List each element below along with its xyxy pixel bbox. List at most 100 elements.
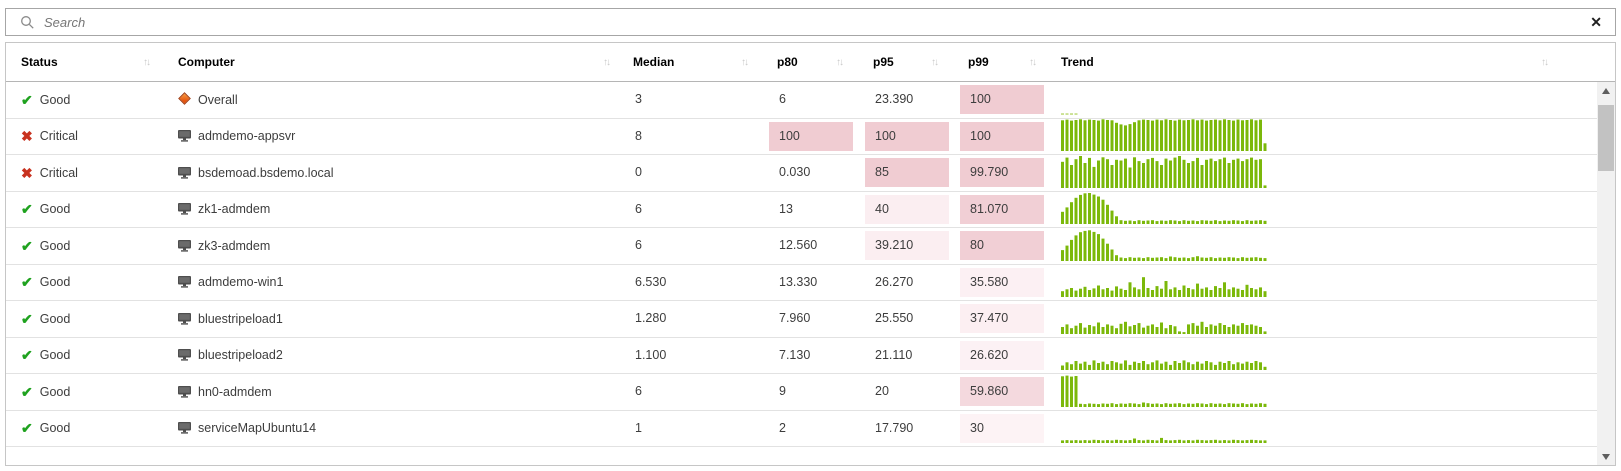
p95-cell: 20 — [854, 374, 949, 410]
computer-name: admdemo-win1 — [198, 275, 284, 290]
trend-cell — [1047, 265, 1597, 301]
sort-arrows-icon[interactable]: ↑↓ — [143, 56, 151, 68]
p95-cell-value: 23.390 — [875, 92, 914, 107]
p99-cell-value: 99.790 — [960, 158, 1044, 188]
p99-cell-value: 30 — [960, 413, 1044, 443]
p80-cell: 12.560 — [759, 228, 854, 264]
trend-cell — [1047, 192, 1597, 228]
column-header-status[interactable]: Status ↑↓ — [6, 43, 161, 81]
p99-cell-value: 100 — [960, 85, 1044, 115]
p95-cell: 17.790 — [854, 411, 949, 447]
status-label: Good — [39, 384, 71, 399]
status-cell: ✔ Good — [6, 374, 161, 410]
search-input[interactable] — [44, 10, 1591, 34]
median-cell-value: 1.280 — [635, 311, 667, 326]
median-cell-value: 6 — [635, 201, 642, 216]
table-row[interactable]: ✖ Critical admdemo-appsvr 8 100 100 100 — [6, 118, 1597, 155]
p99-cell-value: 37.470 — [960, 304, 1044, 334]
column-label: p99 — [968, 55, 989, 69]
median-cell: 6 — [621, 228, 759, 264]
p80-cell-value: 0.030 — [779, 165, 811, 180]
trend-cell — [1047, 155, 1597, 191]
p80-cell: 7.960 — [759, 301, 854, 337]
computer-cell: Overall — [161, 82, 621, 118]
trend-cell — [1047, 82, 1597, 118]
computer-monitor-icon — [178, 130, 191, 142]
table-row[interactable]: ✔ Good bluestripeload1 1.280 7.960 25.550 37.4… — [6, 301, 1597, 338]
status-label: Critical — [39, 129, 78, 144]
sort-arrows-icon[interactable]: ↑↓ — [1029, 56, 1037, 68]
computer-cell: admdemo-win1 — [161, 265, 621, 301]
status-label: Good — [39, 348, 71, 363]
p95-cell: 25.550 — [854, 301, 949, 337]
vertical-scrollbar[interactable] — [1597, 82, 1615, 465]
status-label: Good — [39, 311, 71, 326]
p99-cell-value: 35.580 — [960, 267, 1044, 297]
trend-sparkline — [1061, 229, 1267, 261]
good-check-icon: ✔ — [21, 91, 33, 108]
column-header-p99[interactable]: p99 ↑↓ — [949, 43, 1047, 81]
computer-name: zk1-admdem — [198, 202, 271, 217]
sort-arrows-icon[interactable]: ↑↓ — [603, 56, 611, 68]
overall-diamond-icon — [178, 92, 191, 106]
table-row[interactable]: ✔ Good hn0-admdem 6 9 20 59.860 — [6, 374, 1597, 411]
p80-cell: 7.130 — [759, 338, 854, 374]
trend-sparkline — [1061, 437, 1267, 443]
computer-cell: zk1-admdem — [161, 192, 621, 228]
search-bar: ✕ — [5, 8, 1616, 36]
scroll-down-button[interactable] — [1597, 448, 1615, 465]
column-header-p80[interactable]: p80 ↑↓ — [759, 43, 854, 81]
scrollbar-thumb[interactable] — [1598, 105, 1614, 171]
p95-cell-value: 20 — [875, 384, 889, 399]
computer-name: hn0-admdem — [198, 384, 272, 399]
clear-search-icon[interactable]: ✕ — [1590, 14, 1602, 30]
p80-cell: 0.030 — [759, 155, 854, 191]
table-row[interactable]: ✔ Good zk3-admdem 6 12.560 39.210 80 — [6, 228, 1597, 265]
p99-cell: 100 — [949, 82, 1047, 118]
p80-cell-value: 9 — [779, 384, 786, 399]
status-cell: ✔ Good — [6, 301, 161, 337]
sort-arrows-icon[interactable]: ↑↓ — [836, 56, 844, 68]
p80-cell-value: 100 — [769, 121, 853, 151]
computer-monitor-icon — [178, 166, 191, 179]
status-label: Critical — [39, 165, 78, 180]
column-header-p95[interactable]: p95 ↑↓ — [854, 43, 949, 81]
column-label: Computer — [178, 55, 235, 69]
computer-name: bsdemoad.bsdemo.local — [198, 165, 334, 180]
p95-cell: 26.270 — [854, 265, 949, 301]
table-row[interactable]: ✔ Good serviceMapUbuntu14 1 2 17.790 30 — [6, 410, 1597, 447]
good-check-icon: ✔ — [21, 420, 33, 437]
status-label: Good — [39, 421, 71, 436]
computer-monitor-icon — [178, 422, 191, 434]
computer-name: bluestripeload1 — [198, 311, 283, 326]
median-cell: 8 — [621, 119, 759, 155]
p80-cell: 100 — [759, 119, 854, 155]
computer-cell: admdemo-appsvr — [161, 119, 621, 155]
column-header-trend[interactable]: Trend ↑↓ — [1047, 43, 1597, 81]
status-cell: ✔ Good — [6, 411, 161, 447]
table-row[interactable]: ✔ Good Overall 3 6 23.390 100 — [6, 82, 1597, 119]
computer-monitor-icon — [178, 276, 191, 288]
p80-cell-value: 2 — [779, 420, 786, 435]
column-header-median[interactable]: Median ↑↓ — [621, 43, 759, 81]
column-header-computer[interactable]: Computer ↑↓ — [161, 43, 621, 81]
table-row[interactable]: ✔ Good bluestripeload2 1.100 7.130 21.110 26.6… — [6, 337, 1597, 374]
p80-cell-value: 13.330 — [779, 274, 818, 289]
sort-arrows-icon[interactable]: ↑↓ — [931, 56, 939, 68]
p99-cell-value: 100 — [960, 121, 1044, 151]
p95-cell-value: 100 — [865, 121, 949, 151]
p80-cell: 2 — [759, 411, 854, 447]
sort-arrows-icon[interactable]: ↑↓ — [1541, 56, 1549, 68]
median-cell: 6 — [621, 192, 759, 228]
sort-arrows-icon[interactable]: ↑↓ — [741, 56, 749, 68]
table-row[interactable]: ✖ Critical bsdemoad.bsdemo.local 0 0.030 85 99… — [6, 155, 1597, 192]
table-row[interactable]: ✔ Good zk1-admdem 6 13 40 81.070 — [6, 191, 1597, 228]
p95-cell-value: 85 — [865, 158, 949, 188]
column-label: Status — [21, 55, 58, 69]
median-cell: 6 — [621, 374, 759, 410]
p80-cell-value: 7.960 — [779, 311, 811, 326]
scroll-up-button[interactable] — [1597, 82, 1615, 99]
p95-cell-value: 39.210 — [865, 231, 949, 261]
table-row[interactable]: ✔ Good admdemo-win1 6.530 13.330 26.270 35.580 — [6, 264, 1597, 301]
critical-x-icon: ✖ — [21, 128, 33, 145]
